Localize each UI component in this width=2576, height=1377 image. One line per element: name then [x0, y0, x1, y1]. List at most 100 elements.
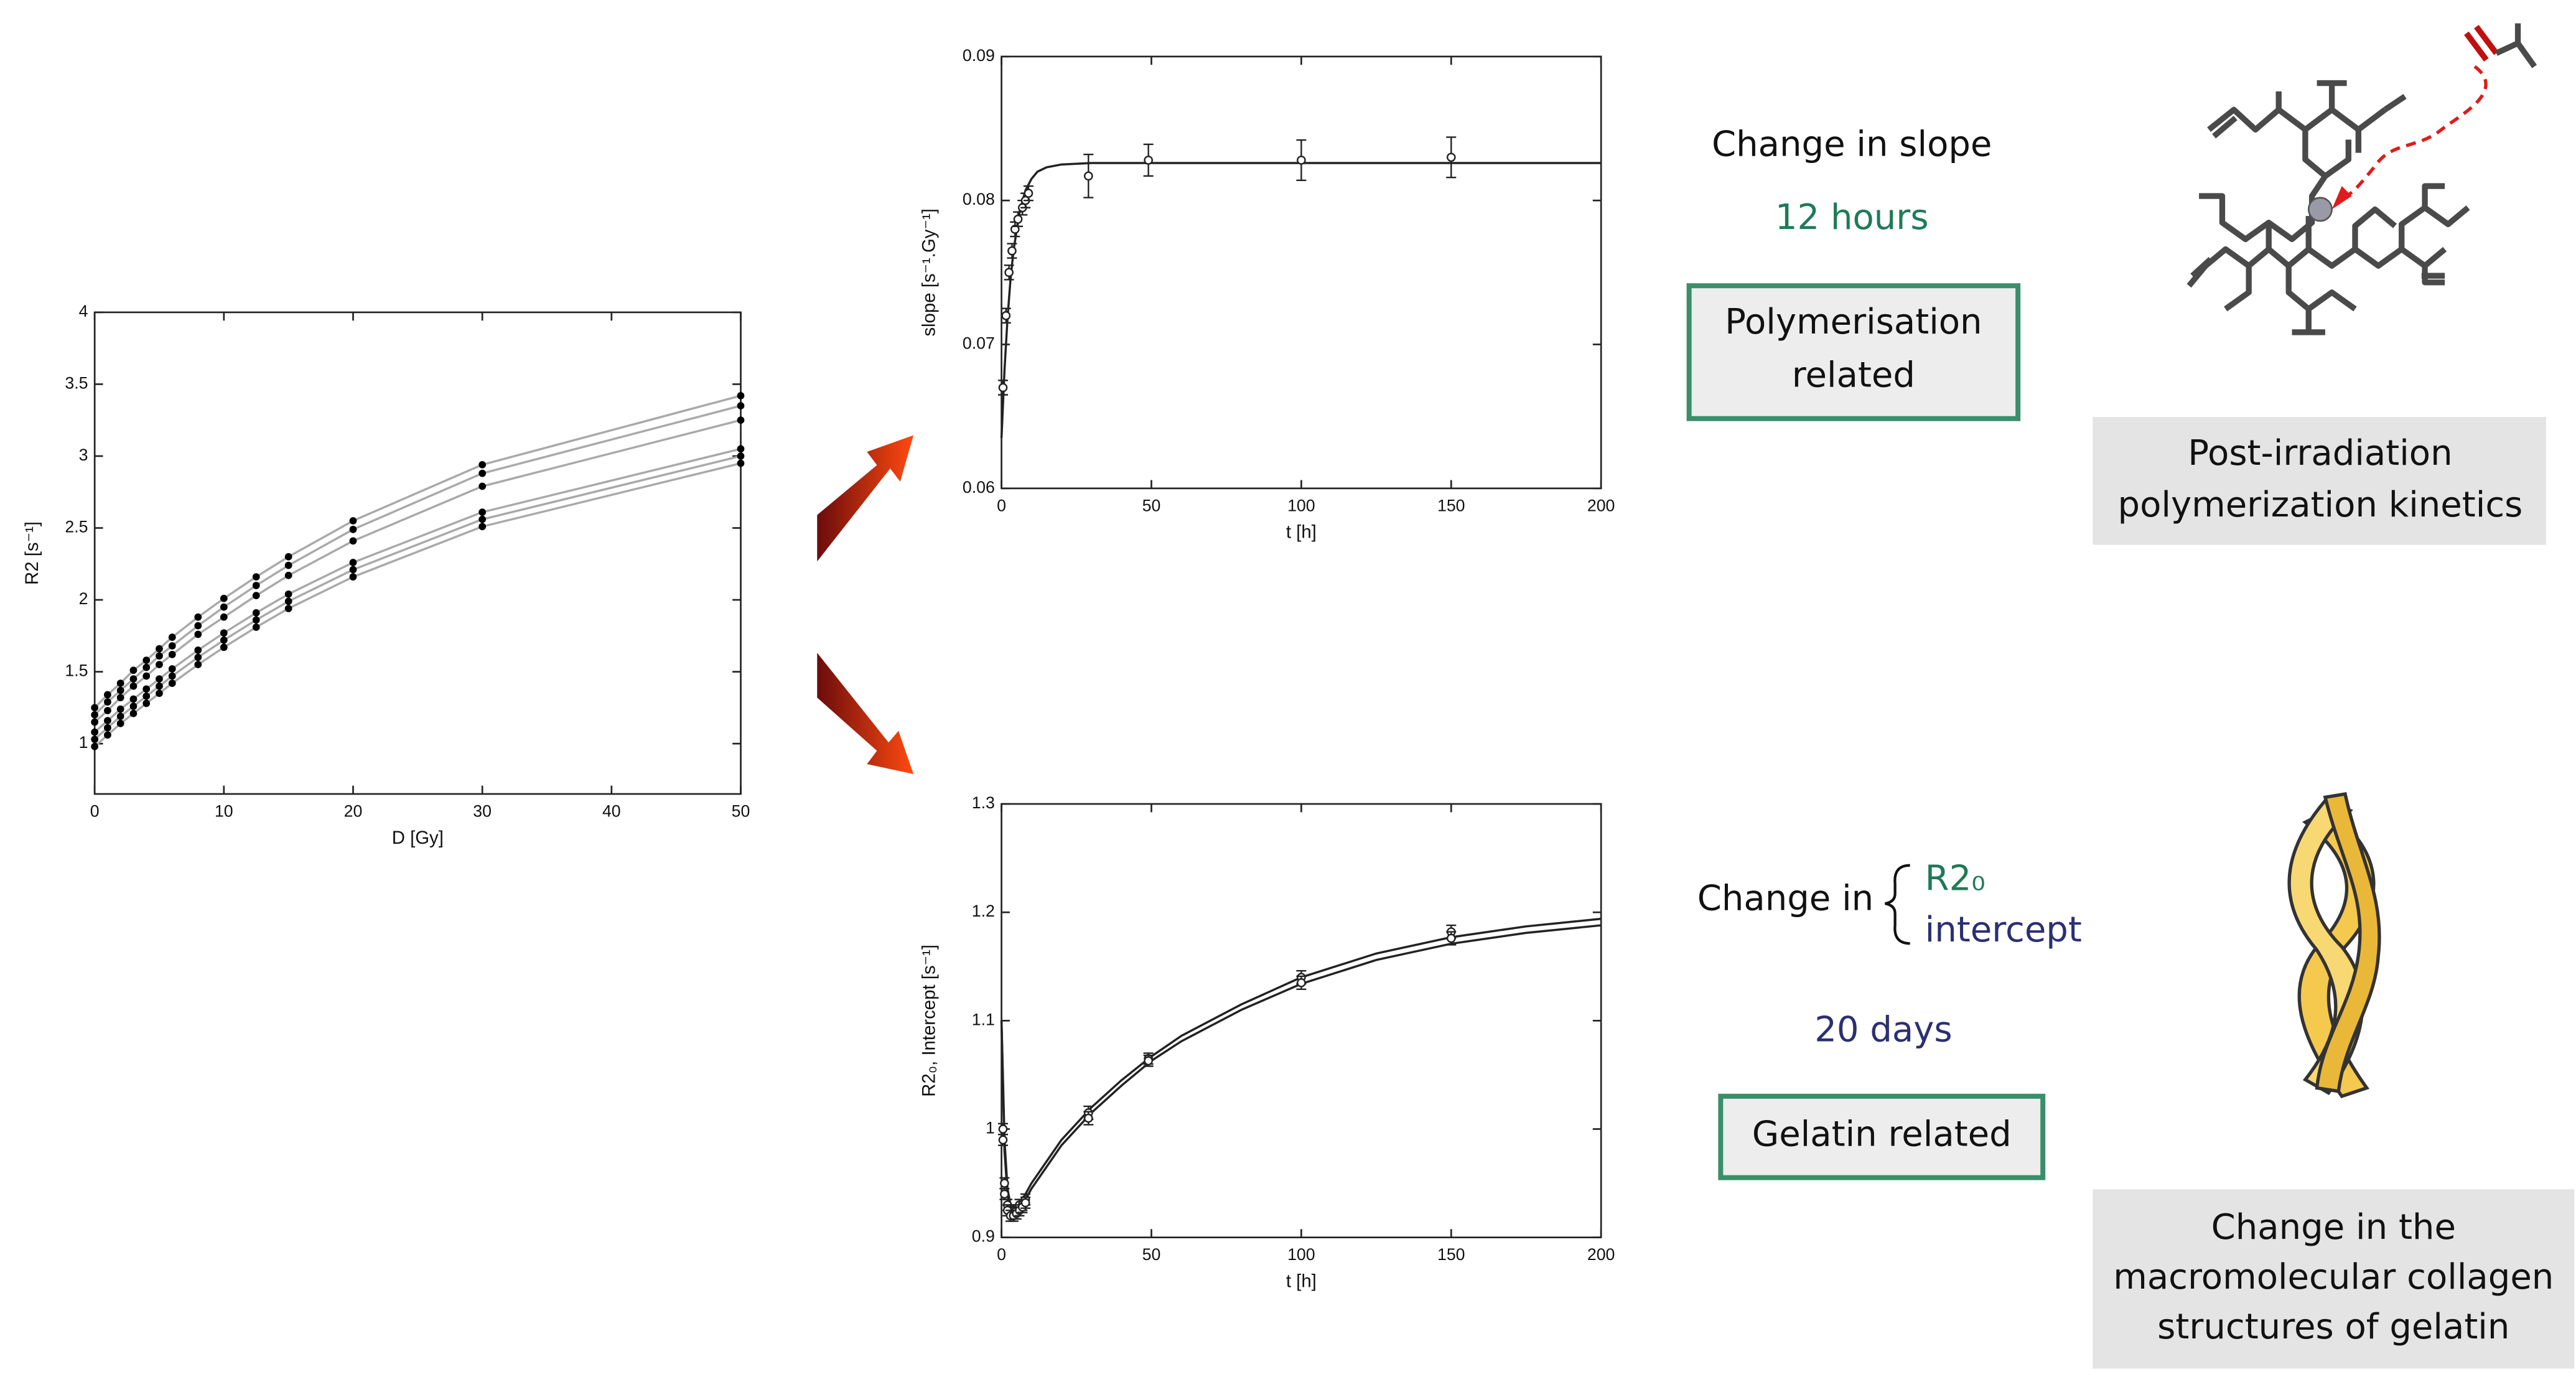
data-point: [91, 718, 99, 726]
data-point: [156, 652, 163, 660]
data-point: [1000, 1179, 1009, 1188]
data-point: [156, 682, 163, 690]
data-point: [116, 712, 124, 721]
arrow: [817, 435, 914, 562]
caption-box: [2093, 1189, 2575, 1369]
data-point: [168, 679, 176, 687]
data-point: [737, 392, 745, 399]
data-point: [478, 515, 487, 523]
data-point: [737, 402, 745, 409]
caption: structures of gelatin: [2157, 1307, 2509, 1347]
y-tick-label: 4: [79, 302, 88, 320]
x-tick-label: 200: [1587, 1245, 1615, 1264]
data-point: [194, 630, 202, 638]
x-tick-label: 50: [1142, 1245, 1161, 1264]
x-tick-label: 0: [997, 496, 1006, 515]
arrow: [817, 653, 914, 774]
data-point: [129, 666, 138, 674]
y-tick-label: 1: [79, 733, 88, 752]
label: Gelatin related: [1752, 1114, 2012, 1154]
data-point: [284, 590, 292, 598]
data-point: [116, 705, 124, 713]
data-point: [737, 452, 745, 460]
chart: 0 50 100 150 200 0.06 0.07 0.08 0.09 t [h] slope […: [919, 46, 1615, 543]
plot-frame: [93, 311, 742, 795]
caption: Change in the: [2211, 1207, 2456, 1248]
data-point: [349, 566, 357, 574]
data-point: [168, 672, 176, 680]
y-axis-label: slope [s⁻¹.Gy⁻¹]: [919, 208, 940, 337]
y-tick-label: 1.2: [972, 902, 995, 920]
data-point: [478, 460, 487, 469]
y-tick-label: 0.09: [963, 46, 995, 65]
x-axis-label: t [h]: [1286, 1271, 1317, 1292]
data-point: [220, 603, 228, 611]
data-point: [104, 707, 111, 714]
data-point: [1083, 171, 1093, 181]
data-point: [252, 582, 260, 589]
x-tick-label: 0: [90, 801, 100, 820]
data-point: [104, 724, 111, 732]
data-point: [1297, 978, 1306, 987]
label: related: [1792, 355, 1915, 396]
monomer-icon: [2464, 23, 2537, 68]
data-point: [142, 663, 151, 671]
collagen-icon: [2287, 791, 2381, 1098]
box: [1686, 283, 2021, 421]
x-tick-label: 200: [1587, 496, 1615, 515]
data-point: [91, 704, 99, 712]
data-point: [1000, 1189, 1009, 1199]
data-point: [1297, 156, 1306, 165]
data-point: [168, 665, 176, 673]
data-point: [284, 561, 292, 569]
data-point: [104, 698, 111, 706]
data-point: [737, 445, 745, 453]
data-point: [142, 685, 151, 693]
x-tick-label: 0: [997, 1245, 1006, 1264]
y-tick-label: 1.5: [65, 661, 88, 680]
data-point: [252, 616, 260, 624]
y-tick-label: 1.1: [972, 1010, 995, 1029]
y-tick-label: 2.5: [65, 518, 88, 536]
data-point: [349, 559, 357, 566]
x-tick-label: 100: [1287, 496, 1315, 515]
data-point: [1013, 214, 1023, 224]
data-point: [194, 613, 202, 621]
data-point: [116, 694, 124, 702]
data-point: [252, 592, 260, 599]
data-point: [194, 646, 202, 654]
x-tick-label: 50: [732, 801, 750, 820]
x-tick-label: 100: [1287, 1245, 1315, 1264]
label: intercept: [1925, 910, 2082, 950]
data-point: [478, 469, 487, 477]
data-point: [1010, 225, 1020, 234]
data-point: [252, 609, 260, 617]
caption: polymerization kinetics: [2118, 485, 2523, 525]
data-point: [116, 686, 124, 694]
data-point: [116, 719, 124, 727]
data-point: [1020, 1198, 1030, 1208]
x-tick-label: 40: [602, 801, 621, 820]
radical-icon: [2307, 197, 2333, 222]
y-axis-label: R2 [s⁻¹]: [22, 521, 42, 585]
data-point: [129, 695, 138, 703]
data-point: [1144, 1056, 1153, 1066]
data-point: [104, 717, 111, 725]
data-point: [284, 571, 292, 579]
y-tick-label: 0.9: [972, 1227, 995, 1246]
x-tick-label: 30: [473, 801, 492, 820]
data-point: [252, 623, 260, 631]
data-point: [998, 1135, 1008, 1145]
y-tick-label: 0.07: [963, 334, 995, 353]
label: Polymerisation: [1725, 302, 1982, 342]
data-point: [156, 689, 163, 698]
data-point: [104, 691, 111, 699]
data-point: [220, 629, 228, 637]
chart: 0 10 20 30 40 50 1 1.5 2 2.5 3 3.5 4 D [Gy] R2 [s⁻¹]: [22, 302, 750, 848]
data-point: [1446, 933, 1456, 943]
data-point: [129, 703, 138, 710]
brace: [1885, 864, 1910, 945]
data-point: [129, 675, 138, 683]
